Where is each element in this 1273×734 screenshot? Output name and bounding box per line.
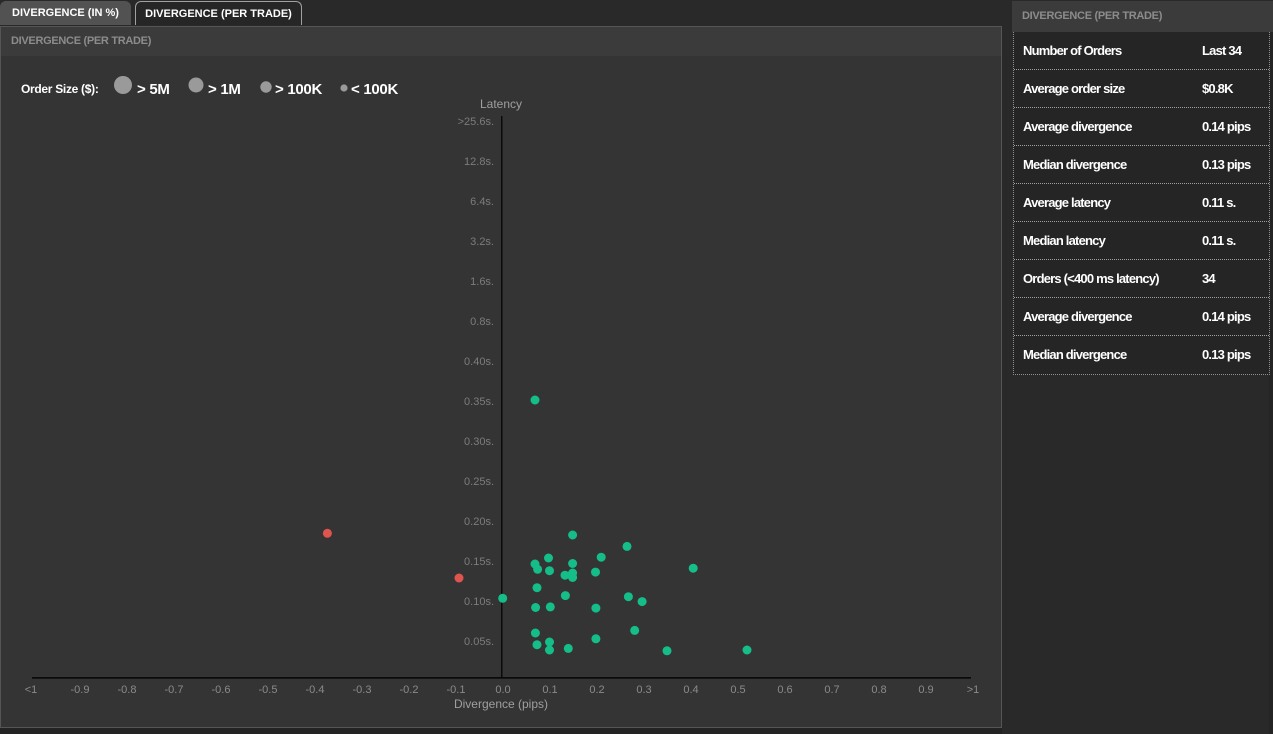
svg-text:Latency: Latency [480,97,522,111]
svg-text:-0.7: -0.7 [165,684,184,696]
svg-text:0.0: 0.0 [495,684,510,696]
svg-text:-0.4: -0.4 [306,684,325,696]
svg-text:> 1M: > 1M [208,81,241,98]
svg-text:0.9: 0.9 [918,684,933,696]
svg-text:1.6s.: 1.6s. [470,276,494,288]
svg-text:-0.3: -0.3 [353,684,372,696]
svg-text:0.30s.: 0.30s. [464,436,494,448]
svg-text:> 100K: > 100K [275,81,322,98]
svg-text:> 5M: > 5M [137,81,170,98]
svg-text:-0.5: -0.5 [259,684,278,696]
svg-text:0.5: 0.5 [730,684,745,696]
svg-text:3.2s.: 3.2s. [470,236,494,248]
svg-text:0.1: 0.1 [542,684,557,696]
svg-text:0.4: 0.4 [683,684,698,696]
svg-text:-0.9: -0.9 [71,684,90,696]
svg-text:Order Size ($):: Order Size ($): [21,82,99,96]
svg-text:6.4s.: 6.4s. [470,196,494,208]
svg-text:0.20s.: 0.20s. [464,516,494,528]
svg-text:0.25s.: 0.25s. [464,476,494,488]
svg-text:12.8s.: 12.8s. [464,156,494,168]
svg-text:0.2: 0.2 [589,684,604,696]
svg-text:<1: <1 [25,684,38,696]
svg-text:0.8s.: 0.8s. [470,316,494,328]
svg-text:-0.2: -0.2 [400,684,419,696]
svg-text:< 100K: < 100K [351,81,398,98]
svg-text:0.15s.: 0.15s. [464,556,494,568]
svg-text:0.7: 0.7 [824,684,839,696]
svg-text:0.05s.: 0.05s. [464,636,494,648]
svg-text:-0.1: -0.1 [447,684,466,696]
svg-text:>25.6s.: >25.6s. [458,116,494,128]
svg-text:0.6: 0.6 [777,684,792,696]
svg-text:0.10s.: 0.10s. [464,596,494,608]
svg-text:-0.6: -0.6 [212,684,231,696]
svg-text:0.8: 0.8 [871,684,886,696]
svg-text:0.40s.: 0.40s. [464,356,494,368]
svg-text:-0.8: -0.8 [118,684,137,696]
svg-text:Divergence (pips): Divergence (pips) [454,697,548,711]
svg-text:0.35s.: 0.35s. [464,396,494,408]
svg-text:0.3: 0.3 [636,684,651,696]
svg-text:>1: >1 [967,684,980,696]
